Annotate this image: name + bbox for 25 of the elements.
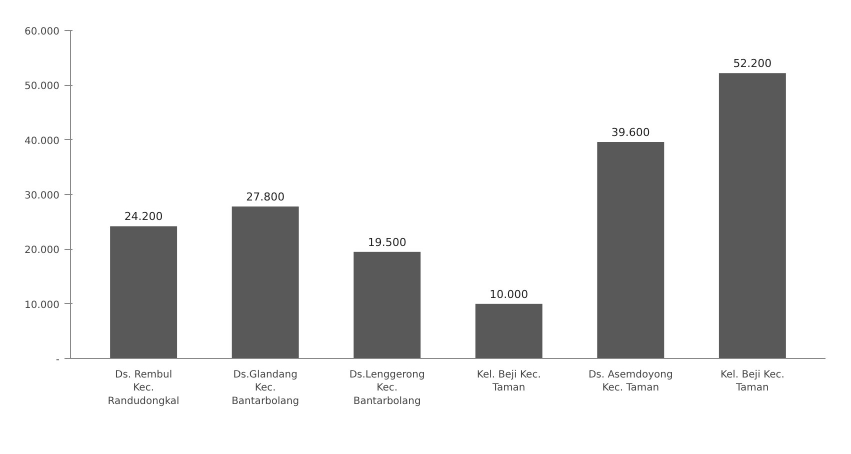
bar xyxy=(232,206,299,358)
data-label: 24.200 xyxy=(124,210,163,224)
x-tick-label: Ds. Asemdoyong Kec. Taman xyxy=(588,370,673,394)
bar xyxy=(110,226,178,358)
bar xyxy=(354,252,421,358)
x-tick-label: Kel. Beji Kec. Taman xyxy=(476,370,541,394)
x-tick-label: Kel. Beji Kec. Taman xyxy=(720,370,784,394)
y-tick-label: 20.000 xyxy=(24,245,60,256)
x-tick-label: Ds. Rembul Kec. Randudongkal xyxy=(108,370,180,407)
x-tick-label: Ds.Glandang Kec. Bantarbolang xyxy=(232,370,300,407)
y-tick-label: 10.000 xyxy=(24,300,60,311)
y-tick-label: 30.000 xyxy=(24,190,60,202)
data-label: 27.800 xyxy=(246,190,285,204)
data-label: 19.500 xyxy=(368,236,406,249)
y-tick-label: - xyxy=(56,354,60,366)
bar xyxy=(475,304,542,358)
y-tick-label: 40.000 xyxy=(24,136,60,147)
data-label: 10.000 xyxy=(490,288,528,301)
bar xyxy=(718,73,786,358)
y-tick-label: 60.000 xyxy=(24,26,60,38)
data-label: 52.200 xyxy=(733,57,772,70)
y-tick-label: 50.000 xyxy=(24,81,60,92)
data-label: 39.600 xyxy=(611,126,650,140)
bar xyxy=(597,142,664,358)
x-tick-label: Ds.Lenggerong Kec. Bantarbolang xyxy=(349,370,425,407)
